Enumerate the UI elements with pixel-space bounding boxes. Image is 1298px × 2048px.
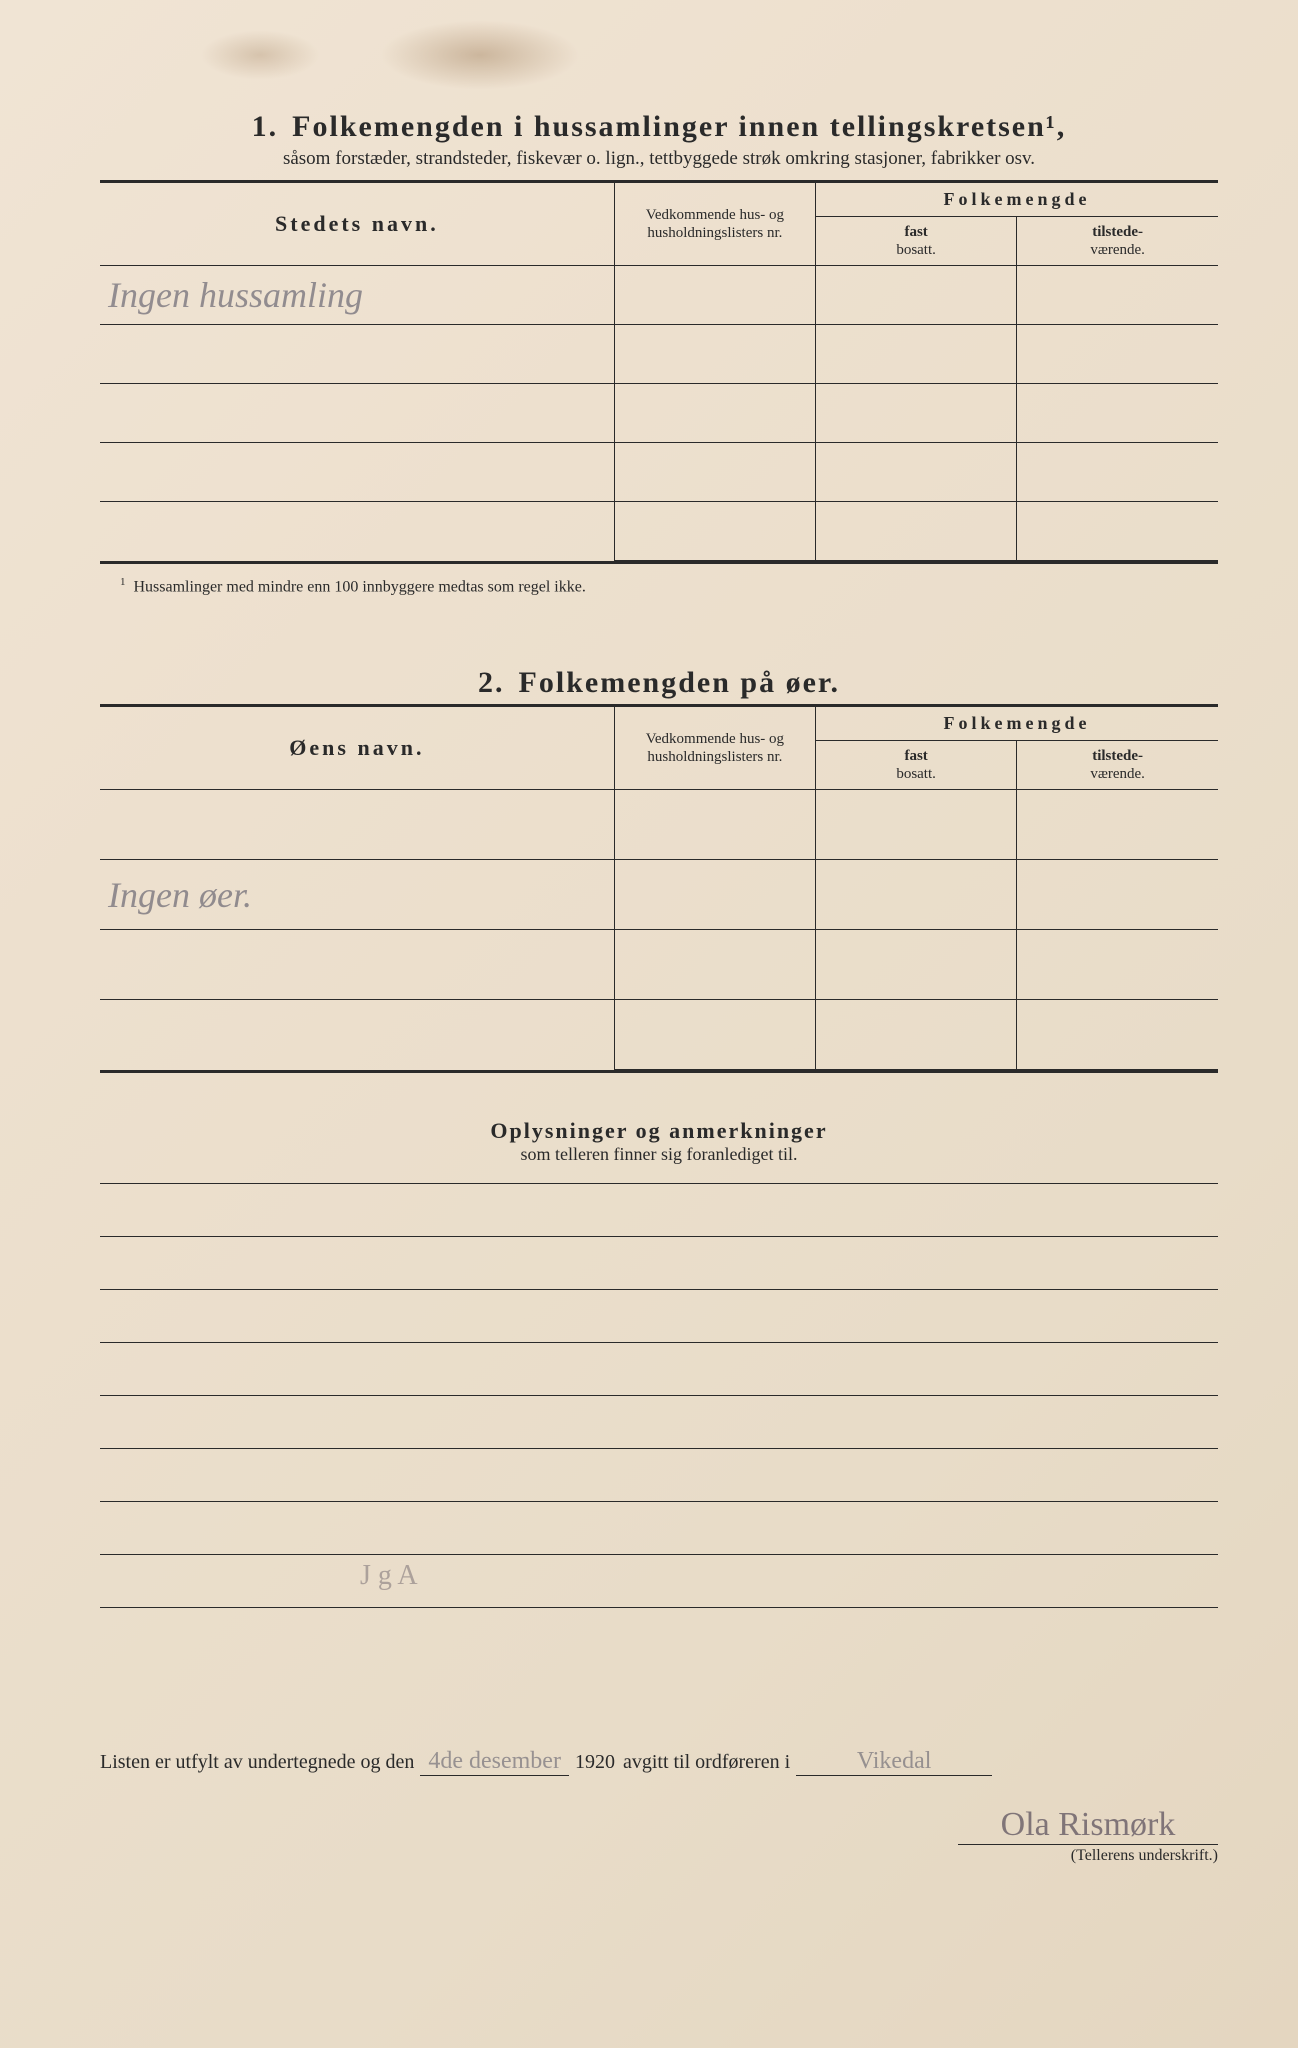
label-fast: fast: [904, 224, 927, 240]
ruled-line: [100, 1396, 1218, 1449]
section2-title-text: Folkemengden på øer.: [519, 666, 840, 699]
section1-subtitle: såsom forstæder, strandsteder, fiskevær …: [100, 148, 1218, 170]
table-row: [100, 443, 1218, 502]
table-row: Ingen øer.: [100, 860, 1218, 930]
ruled-line: [100, 1343, 1218, 1396]
notes-subtitle: som telleren finner sig foranlediget til…: [100, 1144, 1218, 1165]
col-fast-bosatt: fast bosatt.: [816, 741, 1017, 790]
handwriting-mark: J g A: [360, 1560, 418, 1592]
table-row: Ingen hussamling: [100, 266, 1218, 325]
label-bosatt: bosatt.: [896, 766, 936, 782]
section1-title-text: Folkemengden i hussamlinger innen tellin…: [292, 110, 1066, 143]
table-row: [100, 790, 1218, 860]
signature-area: Ola Rismørk (Tellerens underskrift.): [100, 1806, 1218, 1865]
divider: [100, 1070, 1218, 1073]
col-tilstede: tilstede-værende.: [1017, 217, 1218, 266]
ruled-line: [100, 1237, 1218, 1290]
signature: Ola Rismørk: [958, 1806, 1218, 1845]
bottom-statement: Listen er utfylt av undertegnede og den …: [100, 1748, 1218, 1776]
label-vaerende: værende.: [1090, 766, 1145, 782]
bottom-text1: Listen er utfylt av undertegnede og den: [100, 1751, 414, 1774]
label-tilstede: tilstede-: [1092, 748, 1143, 764]
handwritten-entry: Ingen hussamling: [100, 266, 614, 325]
ruled-line: [100, 1184, 1218, 1237]
table-row: [100, 325, 1218, 384]
col-stedets-navn: Stedets navn.: [100, 183, 614, 266]
table-row: [100, 930, 1218, 1000]
col-folkemengde: Folkemengde: [816, 707, 1219, 741]
cell: [1017, 266, 1218, 325]
bottom-text2: avgitt til ordføreren i: [623, 1751, 790, 1774]
divider: [100, 561, 1218, 564]
date-blank: 4de desember: [420, 1748, 569, 1776]
col-fast-bosatt: fast bosatt.: [816, 217, 1017, 266]
col-oens-navn: Øens navn.: [100, 707, 614, 790]
document-page: 1. Folkemengden i hussamlinger innen tell…: [0, 0, 1298, 2048]
notes-title: Oplysninger og anmerkninger: [100, 1118, 1218, 1144]
table-row: [100, 1000, 1218, 1070]
ruled-line: [100, 1290, 1218, 1343]
section2-title: 2. Folkemengden på øer.: [100, 666, 1218, 700]
ruled-line: [100, 1555, 1218, 1608]
footnote-text: Hussamlinger med mindre enn 100 innbygge…: [134, 578, 586, 595]
section1-number: 1.: [252, 110, 279, 143]
ruled-line: [100, 1502, 1218, 1555]
paper-stain: [200, 30, 320, 80]
col-lists: Vedkommende hus- og husholdningslisters …: [614, 707, 815, 790]
cell: [816, 266, 1017, 325]
label-tilstede: tilstede-: [1092, 224, 1143, 240]
place-blank: Vikedal: [796, 1748, 992, 1776]
label-bosatt: bosatt.: [896, 242, 936, 258]
paper-stain: [380, 20, 580, 90]
table-row: [100, 502, 1218, 561]
signature-label: (Tellerens underskrift.): [100, 1847, 1218, 1865]
cell: [614, 266, 815, 325]
section2-table: Øens navn. Vedkommende hus- og husholdni…: [100, 707, 1218, 1070]
year-text: 1920: [575, 1751, 615, 1774]
section1-title: 1. Folkemengden i hussamlinger innen tell…: [100, 110, 1218, 144]
col-folkemengde: Folkemengde: [816, 183, 1219, 217]
ruled-line: [100, 1449, 1218, 1502]
col-tilstede: tilstede-værende.: [1017, 741, 1218, 790]
section2-number: 2.: [478, 666, 505, 699]
label-fast: fast: [904, 748, 927, 764]
label-vaerende: værende.: [1090, 242, 1145, 258]
section1-footnote: 1Hussamlinger med mindre enn 100 innbygg…: [100, 576, 1218, 596]
col-lists: Vedkommende hus- og husholdningslisters …: [614, 183, 815, 266]
section1-table: Stedets navn. Vedkommende hus- og hushol…: [100, 183, 1218, 561]
table-row: [100, 384, 1218, 443]
handwritten-entry: Ingen øer.: [100, 860, 614, 930]
